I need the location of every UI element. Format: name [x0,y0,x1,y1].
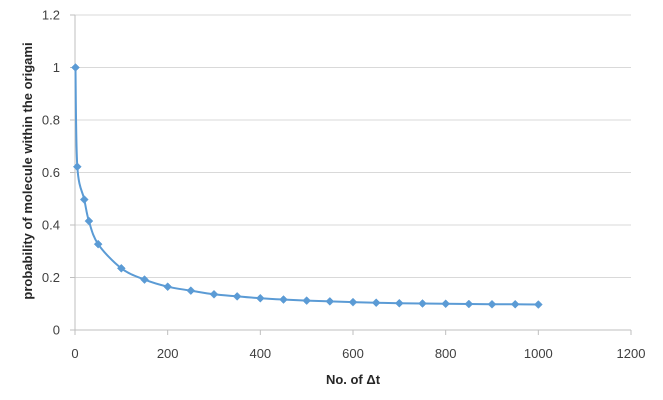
y-tick-label-5: 1 [53,60,60,75]
data-point-23 [533,300,543,309]
data-point-21 [487,299,497,309]
data-point-3 [84,216,94,226]
x-tick-label-1: 200 [157,346,179,361]
data-point-2 [79,195,89,204]
x-tick-label-2: 400 [249,346,271,361]
data-point-10 [232,292,242,301]
data-point-0 [71,63,80,72]
series-line-0 [74,67,539,306]
data-point-13 [302,296,312,305]
data-point-16 [371,298,381,308]
data-point-7 [163,282,173,292]
y-tick-label-2: 0.4 [42,218,60,233]
data-point-5 [116,263,126,273]
data-point-18 [418,299,427,308]
y-tick-label-1: 0.2 [42,270,60,285]
data-point-6 [140,275,149,284]
data-point-11 [255,293,265,303]
data-point-8 [186,286,196,295]
x-tick-label-0: 0 [71,346,78,361]
x-tick-label-3: 600 [342,346,364,361]
y-tick-label-3: 0.6 [42,165,60,180]
y-axis-title: probability of molecule within the origa… [20,42,35,299]
y-tick-label-0: 0 [53,323,60,338]
axes [70,14,632,335]
x-axis-title: No. of Δt [326,372,381,387]
data-point-1 [72,162,82,172]
data-point-14 [325,297,335,306]
data-point-4 [93,239,103,249]
series [71,63,543,309]
x-tick-label-6: 1200 [617,346,646,361]
data-point-15 [348,297,358,307]
gridlines [75,14,631,278]
data-point-22 [510,299,520,309]
data-point-20 [464,299,474,309]
tick-labels: 0 200 400 600 800 1000 1200 0 0.2 0.4 0.6 0.8 1 1.2 [42,8,646,362]
y-tick-label-4: 0.8 [42,113,60,128]
x-tick-label-5: 1000 [524,346,553,361]
x-tick-label-4: 800 [435,346,457,361]
data-point-19 [441,299,451,309]
data-point-9 [209,289,219,299]
y-tick-label-6: 1.2 [42,8,60,23]
data-point-12 [279,295,288,304]
data-point-17 [394,298,404,308]
